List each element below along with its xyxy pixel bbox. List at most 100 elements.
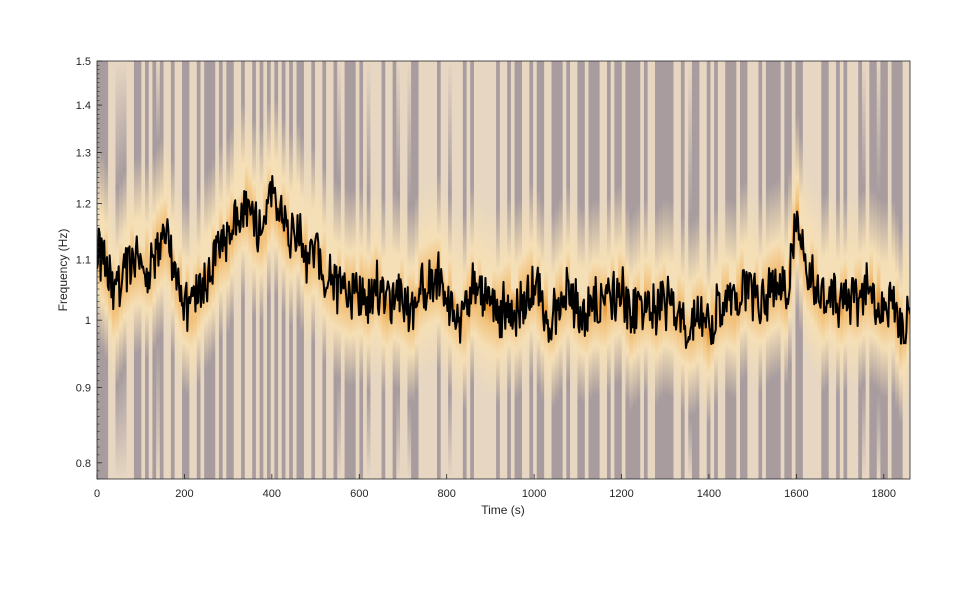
heatmap-cell (588, 61, 593, 479)
heatmap-cell (488, 61, 494, 479)
heatmap-cell (425, 61, 431, 479)
heatmap-cell (473, 61, 479, 479)
heatmap-cell (825, 61, 830, 479)
heatmap-cell (843, 61, 848, 479)
heatmap-cell (400, 61, 405, 479)
heatmap-cell (270, 61, 275, 479)
heatmap-cell (762, 61, 767, 479)
ridge-layer (97, 174, 910, 350)
heatmap-cell (551, 61, 556, 479)
heatmap-cell (440, 61, 445, 479)
heatmap-cell (525, 61, 530, 479)
heatmap-cell (407, 61, 412, 479)
heatmap-cell (606, 61, 612, 479)
heatmap-cell (300, 61, 305, 479)
heatmap-cell (392, 61, 397, 479)
heatmap-cell (595, 61, 601, 479)
heatmap-cell (185, 61, 190, 479)
heatmap-cell (263, 61, 268, 479)
heatmap-cell (725, 61, 730, 479)
heatmap-cell (677, 61, 682, 479)
y-tick-label: 1.3 (76, 147, 91, 159)
heatmap-cell (858, 61, 863, 479)
heatmap-cell (721, 61, 726, 479)
y-axis: 0.8 0.9 1 1.1 1.2 1.3 1.4 1.5 (76, 56, 102, 480)
heatmap-cell (448, 61, 453, 479)
heatmap-cell (684, 61, 689, 479)
heatmap-cell (518, 61, 523, 479)
heatmap-cell (492, 61, 497, 479)
heatmap-cell (817, 61, 822, 479)
heatmap-cell (632, 61, 638, 479)
heatmap-cell (621, 61, 627, 479)
heatmap-cell (658, 61, 664, 479)
heatmap-cell (252, 61, 257, 479)
heatmap-cell (241, 61, 246, 479)
heatmap-cell (791, 61, 797, 479)
heatmap-cell (640, 61, 645, 479)
heatmap-cell (285, 61, 290, 479)
heatmap-cell (536, 61, 542, 479)
heatmap-cell (329, 61, 335, 479)
heatmap-cell (222, 61, 227, 479)
heatmap-cell (281, 61, 287, 479)
heatmap-cell (662, 61, 667, 479)
heatmap-cell (603, 61, 608, 479)
x-tick-label: 1800 (872, 488, 896, 500)
heatmap-cell (584, 61, 590, 479)
heatmap-cell (359, 61, 364, 479)
heatmap-cell (200, 61, 205, 479)
heatmap-cell (215, 61, 220, 479)
heatmap-cell (717, 61, 723, 479)
heatmap-cell (784, 61, 789, 479)
heatmap-cell (544, 61, 549, 479)
heatmap-cell (728, 61, 734, 479)
heatmap-cell (581, 61, 586, 479)
heatmap-cell (204, 61, 209, 479)
heatmap-cell (636, 61, 641, 479)
heatmap-cell (876, 61, 882, 479)
heatmap-cell (481, 61, 486, 479)
heatmap-cell (377, 61, 383, 479)
heatmap-cell (618, 61, 623, 479)
heatmap-cell (533, 61, 538, 479)
y-tick-label: 1.1 (76, 254, 91, 266)
heatmap-cell (396, 61, 401, 479)
heatmap-cell (610, 61, 615, 479)
heatmap-cell (754, 61, 760, 479)
heatmap-cell (414, 61, 420, 479)
heatmap-cell (695, 61, 700, 479)
heatmap-cell (570, 61, 575, 479)
heatmap-cell (355, 61, 360, 479)
heatmap-cell (503, 61, 508, 479)
heatmap-cell (344, 61, 349, 479)
heatmap-cell (451, 61, 457, 479)
heatmap-cell (237, 61, 242, 479)
x-tick-label: 800 (437, 488, 455, 500)
heatmap-cell (122, 61, 128, 479)
heatmap-cell (296, 61, 301, 479)
heatmap-cell (100, 61, 105, 479)
heatmap-cell (895, 61, 900, 479)
heatmap-cell (688, 61, 693, 479)
heatmap-cell (97, 61, 102, 479)
heatmap-cell (902, 61, 907, 479)
heatmap-cell (351, 61, 357, 479)
heatmap-cell (326, 61, 331, 479)
heatmap-layer (97, 61, 910, 479)
heatmap-cell (680, 61, 686, 479)
heatmap-cell (562, 61, 567, 479)
heatmap-cell (747, 61, 752, 479)
heatmap-cell (625, 61, 630, 479)
heatmap-cell (573, 61, 579, 479)
heatmap-cell (244, 61, 250, 479)
heatmap-cell (547, 61, 553, 479)
y-axis-label: Frequency (Hz) (56, 229, 70, 312)
heatmap-cell (599, 61, 604, 479)
ridge-line (97, 174, 910, 350)
heatmap-cell (366, 61, 372, 479)
heatmap-cell (629, 61, 634, 479)
heatmap-cell (230, 61, 235, 479)
heatmap-cell (821, 61, 826, 479)
plot-frame (96, 60, 911, 480)
